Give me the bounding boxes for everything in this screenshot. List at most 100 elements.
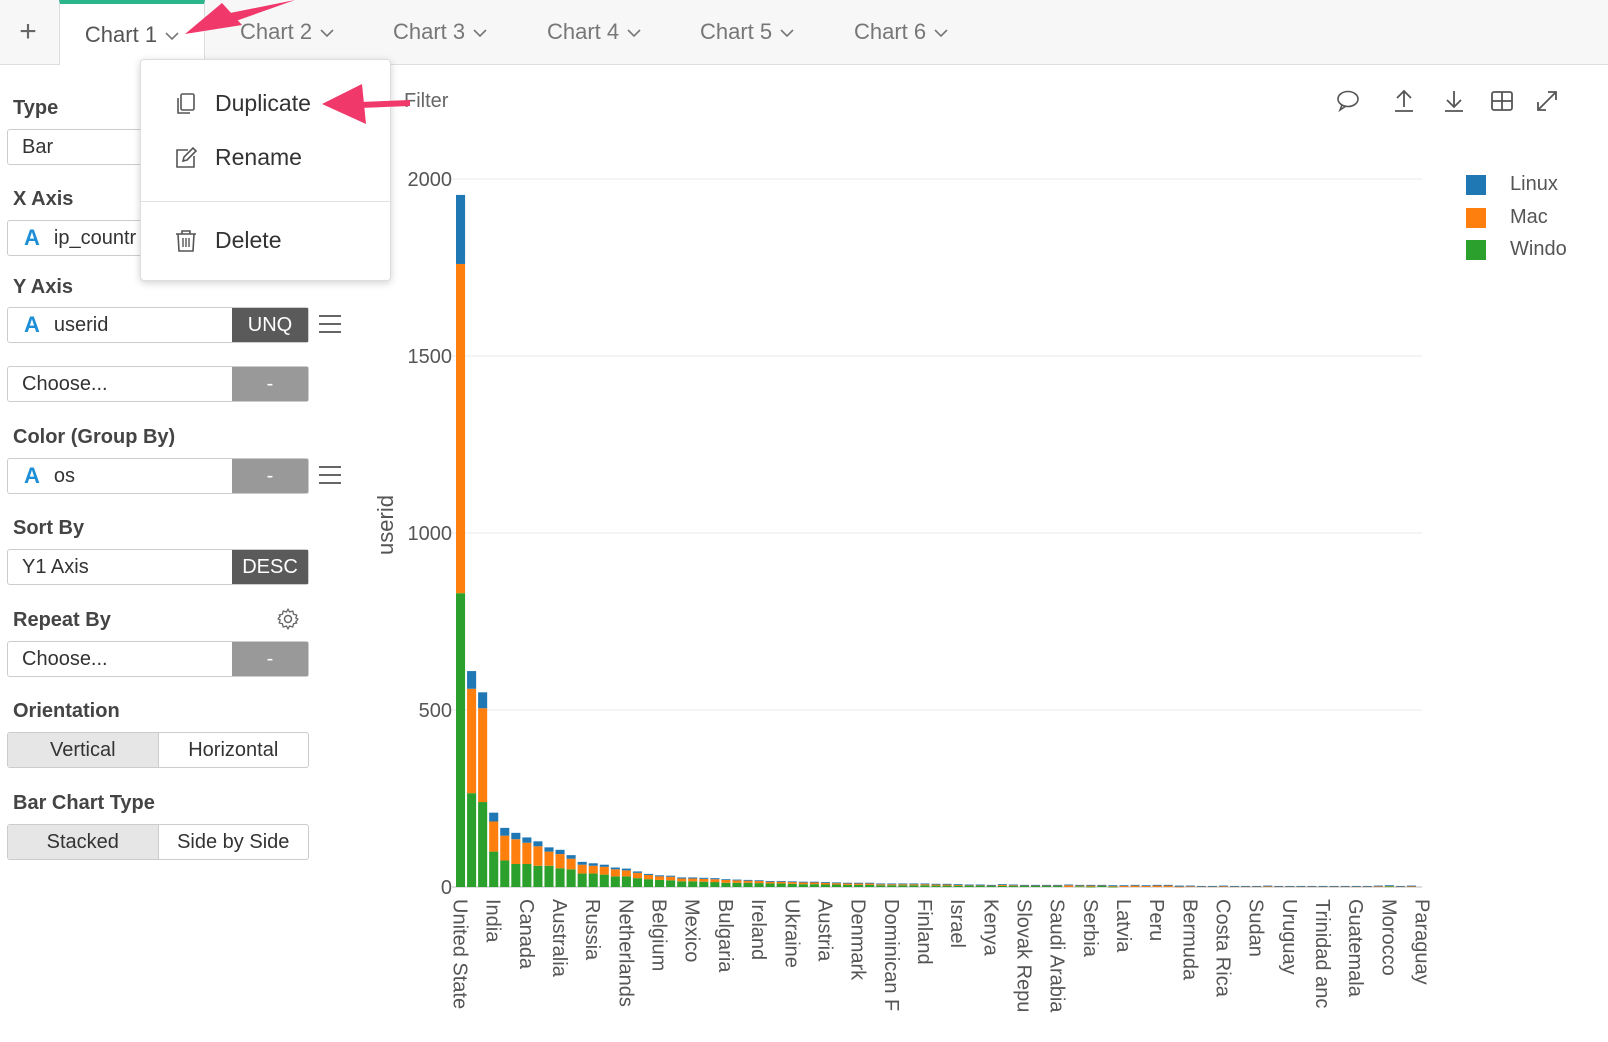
duplicate-menu-item[interactable]: Duplicate: [173, 90, 311, 117]
bar-segment-linux[interactable]: [610, 867, 620, 870]
bar-segment-windows[interactable]: [931, 885, 941, 887]
bar-segment-linux[interactable]: [1395, 885, 1405, 887]
repeat-by-field[interactable]: Choose... -: [7, 641, 309, 677]
bar-segment-linux[interactable]: [1108, 885, 1118, 887]
bar-segment-linux[interactable]: [809, 881, 819, 883]
bar-segment-linux[interactable]: [677, 877, 687, 879]
bar-segment-windows[interactable]: [699, 881, 709, 887]
bar-segment-windows[interactable]: [887, 885, 897, 887]
bar-segment-linux[interactable]: [1097, 884, 1107, 886]
bar-segment-linux[interactable]: [588, 863, 598, 866]
bar-type-stacked-button[interactable]: Stacked: [8, 825, 159, 859]
bar-segment-linux[interactable]: [942, 883, 952, 885]
bar-segment-mac[interactable]: [1174, 886, 1184, 888]
bar-segment-linux[interactable]: [1019, 884, 1029, 886]
bar-segment-mac[interactable]: [953, 884, 963, 886]
bar-segment-linux[interactable]: [688, 877, 698, 879]
bar-segment-linux[interactable]: [1340, 885, 1350, 887]
bar-segment-windows[interactable]: [1384, 886, 1394, 888]
bar-segment-mac[interactable]: [1130, 885, 1140, 887]
bar-segment-linux[interactable]: [555, 849, 565, 855]
bar-segment-mac[interactable]: [610, 869, 620, 877]
bar-segment-linux[interactable]: [1274, 885, 1284, 887]
bar-segment-linux[interactable]: [621, 868, 631, 871]
bar-segment-windows[interactable]: [544, 865, 554, 887]
bar-segment-mac[interactable]: [588, 865, 598, 874]
bar-segment-windows[interactable]: [776, 883, 786, 887]
bar-segment-windows[interactable]: [986, 885, 996, 887]
bar-segment-windows[interactable]: [1008, 885, 1018, 887]
bar-segment-linux[interactable]: [1196, 885, 1206, 887]
chevron-down-icon[interactable]: [780, 25, 794, 41]
y-axis-field[interactable]: A userid UNQ: [7, 307, 309, 343]
bar-segment-linux[interactable]: [599, 864, 609, 867]
bar-segment-mac[interactable]: [1141, 885, 1151, 887]
bar-segment-mac[interactable]: [898, 884, 908, 886]
bar-segment-mac[interactable]: [798, 882, 808, 885]
bar-segment-windows[interactable]: [566, 869, 576, 887]
bar-segment-mac[interactable]: [1406, 885, 1417, 887]
bar-segment-linux[interactable]: [500, 827, 510, 836]
bar-segment-linux[interactable]: [710, 878, 720, 880]
bar-segment-linux[interactable]: [1218, 885, 1229, 887]
bar-segment-linux[interactable]: [1185, 885, 1195, 887]
y-axis-2-aggregation-button[interactable]: -: [232, 367, 308, 401]
bar-segment-linux[interactable]: [1329, 885, 1339, 887]
bar-segment-linux[interactable]: [843, 882, 853, 884]
bar-segment-windows[interactable]: [533, 865, 543, 887]
bar-segment-windows[interactable]: [809, 884, 819, 887]
bar-segment-linux[interactable]: [1241, 885, 1251, 887]
bar-segment-windows[interactable]: [865, 884, 875, 887]
bar-segment-linux[interactable]: [798, 881, 808, 883]
bar-segment-linux[interactable]: [1030, 884, 1041, 886]
bar-segment-mac[interactable]: [511, 839, 521, 864]
tab-chart-5[interactable]: Chart 5: [700, 0, 794, 64]
bar-segment-linux[interactable]: [876, 883, 886, 885]
y-axis-aggregation-button[interactable]: UNQ: [232, 308, 308, 342]
bar-segment-windows[interactable]: [522, 863, 532, 887]
bar-segment-mac[interactable]: [467, 688, 477, 794]
bar-segment-mac[interactable]: [456, 263, 466, 594]
bar-segment-windows[interactable]: [688, 881, 698, 887]
table-icon[interactable]: [1489, 88, 1515, 114]
bar-segment-linux[interactable]: [489, 812, 499, 822]
bar-segment-mac[interactable]: [931, 884, 941, 886]
bar-segment-linux[interactable]: [721, 879, 731, 881]
bar-segment-linux[interactable]: [997, 884, 1007, 885]
bar-segment-windows[interactable]: [721, 882, 731, 887]
bar-segment-linux[interactable]: [1296, 885, 1306, 887]
bar-segment-linux[interactable]: [1207, 885, 1217, 887]
bar-segment-mac[interactable]: [699, 878, 709, 882]
bar-segment-windows[interactable]: [677, 881, 687, 887]
bar-segment-mac[interactable]: [1185, 885, 1195, 887]
bar-segment-linux[interactable]: [1263, 885, 1273, 887]
bar-segment-windows[interactable]: [710, 882, 720, 887]
bar-segment-mac[interactable]: [1163, 885, 1173, 887]
bar-segment-mac[interactable]: [1075, 885, 1085, 887]
bar-segment-windows[interactable]: [743, 882, 753, 887]
bar-segment-windows[interactable]: [997, 885, 1007, 887]
bar-segment-windows[interactable]: [1042, 885, 1052, 887]
add-chart-tab-button[interactable]: +: [19, 15, 37, 48]
bar-segment-linux[interactable]: [831, 882, 842, 884]
bar-segment-windows[interactable]: [953, 885, 963, 887]
bar-segment-mac[interactable]: [710, 879, 720, 883]
bar-segment-mac[interactable]: [621, 870, 631, 877]
bar-segment-linux[interactable]: [1008, 884, 1018, 886]
chevron-down-icon[interactable]: [320, 25, 334, 41]
sort-order-button[interactable]: DESC: [232, 550, 308, 584]
bar-segment-windows[interactable]: [1030, 885, 1041, 887]
bar-segment-mac[interactable]: [533, 846, 543, 866]
bar-segment-linux[interactable]: [467, 671, 477, 689]
bar-segment-linux[interactable]: [909, 883, 919, 885]
legend-item-linux[interactable]: Linux: [1466, 173, 1558, 196]
bar-segment-mac[interactable]: [544, 851, 554, 866]
y-axis-2-field[interactable]: Choose... -: [7, 366, 309, 402]
bar-segment-linux[interactable]: [975, 884, 985, 886]
bar-segment-linux[interactable]: [511, 832, 521, 840]
hamburger-menu-icon[interactable]: [319, 466, 341, 490]
bar-segment-windows[interactable]: [511, 863, 521, 887]
bar-segment-linux[interactable]: [1373, 885, 1383, 887]
bar-segment-mac[interactable]: [876, 884, 886, 886]
bar-segment-mac[interactable]: [721, 879, 731, 883]
